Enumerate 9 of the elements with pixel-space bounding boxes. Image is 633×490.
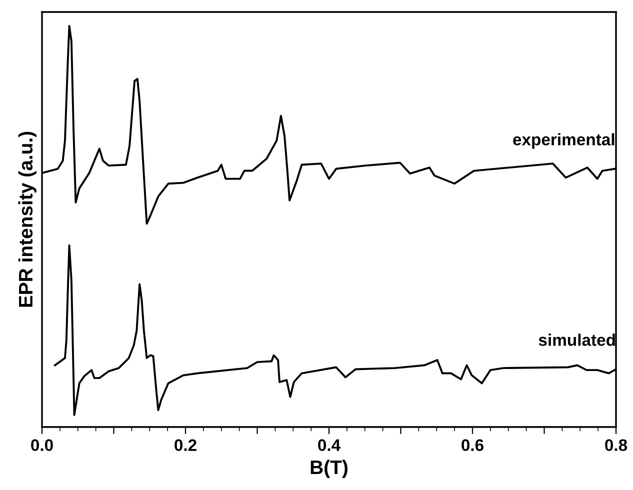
x-tick-label: 0.2: [174, 439, 196, 452]
x-tick-label: 0.8: [605, 439, 628, 452]
y-axis-title: EPR intensity (a.u.): [18, 132, 36, 307]
series-label: experimental: [513, 133, 614, 149]
x-tick-label: 0.6: [462, 439, 484, 452]
series-label: simulated: [538, 334, 615, 346]
x-tick-label: 0.4: [318, 439, 340, 452]
x-tick-label: 0.0: [31, 439, 53, 452]
x-axis-title: B(T): [310, 460, 348, 478]
